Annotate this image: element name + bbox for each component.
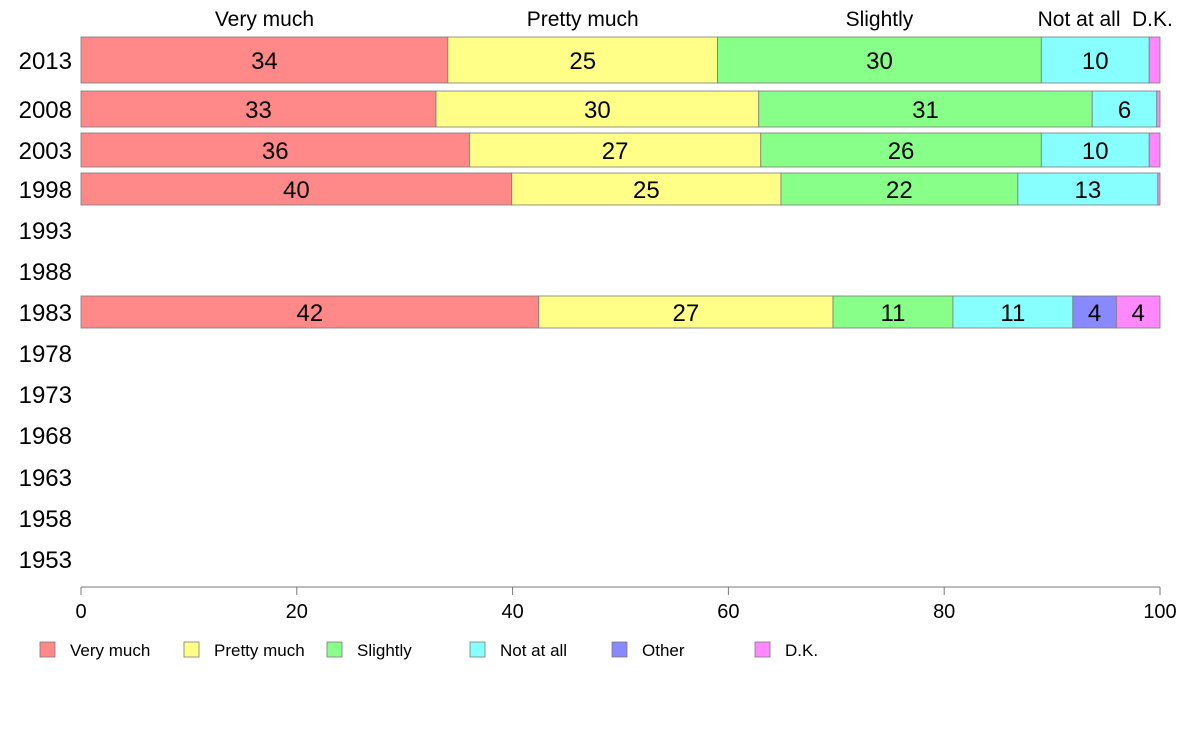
x-tick-label: 40 <box>501 601 523 623</box>
category-label: 1983 <box>19 300 72 327</box>
bar-segment <box>469 132 762 168</box>
bar-segment <box>80 172 513 206</box>
bar-segment <box>758 90 1093 128</box>
bar-segment <box>1017 172 1159 206</box>
category-label: 1998 <box>19 177 72 204</box>
top-label: Pretty much <box>527 8 639 31</box>
legend-label: Very much <box>70 641 150 660</box>
bar-segment <box>1148 132 1161 168</box>
data-label: 30 <box>584 97 611 124</box>
bar-segment <box>1148 36 1161 84</box>
legend-label: Other <box>642 641 685 660</box>
legend-label: Slightly <box>357 641 412 660</box>
legend-swatch <box>611 641 628 658</box>
data-label: 26 <box>888 138 915 165</box>
category-label: 1988 <box>19 259 72 286</box>
data-label: 25 <box>633 177 660 204</box>
category-label: 1963 <box>19 465 72 492</box>
top-label: D.K. <box>1132 8 1173 31</box>
top-label: Very much <box>215 8 314 31</box>
bar-segment <box>1072 295 1117 329</box>
legend-label: Pretty much <box>214 641 305 660</box>
data-label: 22 <box>886 177 913 204</box>
bar-segment <box>1040 132 1150 168</box>
bar-segment <box>952 295 1074 329</box>
legend-swatch <box>754 641 771 658</box>
data-label: 4 <box>1088 300 1101 327</box>
bar-segment <box>717 36 1042 84</box>
x-tick-label: 60 <box>717 601 739 623</box>
x-tick-label: 0 <box>75 601 86 623</box>
data-label: 36 <box>262 138 289 165</box>
bar-segment <box>447 36 719 84</box>
data-label: 11 <box>1000 300 1025 327</box>
bar-segment <box>1040 36 1150 84</box>
data-label: 25 <box>569 48 596 75</box>
top-label: Not at all <box>1038 8 1121 31</box>
data-label: 13 <box>1074 177 1101 204</box>
x-tick-label: 100 <box>1143 601 1176 623</box>
data-label: 6 <box>1118 97 1131 124</box>
data-label: 31 <box>912 97 939 124</box>
x-tick-label: 20 <box>286 601 308 623</box>
bar-segment <box>832 295 954 329</box>
bar-segment <box>80 295 540 329</box>
bar-segment <box>1116 295 1161 329</box>
category-label: 2003 <box>19 138 72 165</box>
data-label: 11 <box>881 300 906 327</box>
bar-segment <box>80 90 437 128</box>
data-label: 27 <box>602 138 629 165</box>
data-label: 27 <box>673 300 700 327</box>
legend-swatch <box>39 641 56 658</box>
category-label: 1973 <box>19 382 72 409</box>
legend-label: Not at all <box>500 641 567 660</box>
bar-segment <box>1091 90 1158 128</box>
top-label: Slightly <box>846 8 914 31</box>
bar-segment <box>80 36 449 84</box>
category-label: 1953 <box>19 547 72 574</box>
category-label: 1978 <box>19 341 72 368</box>
bar-segment <box>511 172 782 206</box>
category-label: 1958 <box>19 506 72 533</box>
bar-segment <box>435 90 760 128</box>
data-label: 30 <box>866 48 893 75</box>
data-label: 33 <box>245 97 272 124</box>
data-label: 10 <box>1082 48 1109 75</box>
bar-segment <box>1157 172 1161 206</box>
category-label: 1993 <box>19 218 72 245</box>
legend-label: D.K. <box>785 641 818 660</box>
data-label: 34 <box>251 48 278 75</box>
category-label: 2013 <box>19 48 72 75</box>
data-label: 4 <box>1132 300 1145 327</box>
legend-swatch <box>326 641 343 658</box>
data-label: 42 <box>297 300 324 327</box>
legend-swatch <box>183 641 200 658</box>
bar-segment <box>538 295 834 329</box>
data-label: 40 <box>283 177 310 204</box>
bar-segment <box>80 132 470 168</box>
x-tick-label: 80 <box>933 601 955 623</box>
category-label: 2008 <box>19 97 72 124</box>
legend-swatch <box>469 641 486 658</box>
bar-segment <box>1156 90 1161 128</box>
category-label: 1968 <box>19 423 72 450</box>
data-label: 10 <box>1082 138 1109 165</box>
